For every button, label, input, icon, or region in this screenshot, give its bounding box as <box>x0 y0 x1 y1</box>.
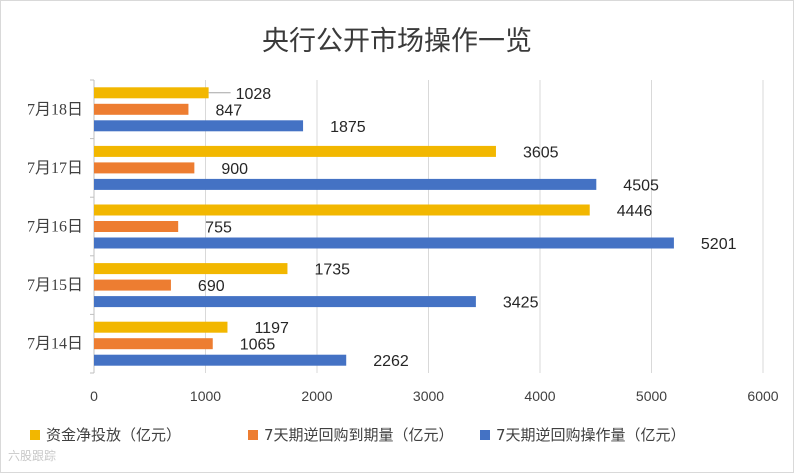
bar-2 <box>94 279 171 291</box>
bar-2 <box>94 162 195 174</box>
x-tick-label: 5000 <box>636 388 667 404</box>
x-tick-label: 4000 <box>524 388 555 404</box>
y-category-label: 7月17日 <box>27 160 83 177</box>
chart-title: 央行公开市场操作一览 <box>262 26 532 57</box>
bar-2 <box>94 103 189 115</box>
y-category-label: 7月15日 <box>27 277 83 294</box>
legend-label-1: 资金净投放（亿元） <box>46 426 181 444</box>
y-category-label: 7月14日 <box>27 336 83 353</box>
bar-1 <box>94 321 228 333</box>
data-label: 3605 <box>523 144 559 161</box>
bar-1 <box>94 87 209 99</box>
bar-1 <box>94 145 496 157</box>
y-category-label: 7月18日 <box>27 101 83 118</box>
data-label: 4446 <box>617 203 653 220</box>
legend-label-3: 7天期逆回购操作量（亿元） <box>496 426 686 444</box>
x-tick-label: 2000 <box>301 388 332 404</box>
data-label: 3425 <box>503 295 539 312</box>
bar-1 <box>94 263 288 275</box>
legend-label-2: 7天期逆回购到期量（亿元） <box>264 426 454 444</box>
x-tick-label: 6000 <box>747 388 778 404</box>
data-label: 1735 <box>314 262 350 279</box>
bar-3 <box>94 296 476 308</box>
data-label: 2262 <box>373 353 409 370</box>
bar-2 <box>94 338 213 350</box>
bar-3 <box>94 178 597 190</box>
bar-3 <box>94 237 674 249</box>
x-tick-label: 3000 <box>413 388 444 404</box>
data-label: 1028 <box>236 86 272 103</box>
legend-swatch-3 <box>480 430 490 440</box>
bar-2 <box>94 221 179 232</box>
bar-3 <box>94 120 304 132</box>
legend-swatch-1 <box>30 430 40 440</box>
data-label: 755 <box>205 220 232 237</box>
x-tick-label: 1000 <box>190 388 221 404</box>
bar-3 <box>94 354 347 366</box>
data-label: 5201 <box>701 236 737 253</box>
x-tick-label: 0 <box>90 388 98 404</box>
data-label: 1065 <box>240 337 276 354</box>
legend-swatch-2 <box>248 430 258 440</box>
watermark-text: 六股跟踪 <box>8 449 57 463</box>
data-label: 900 <box>221 161 248 178</box>
y-category-label: 7月16日 <box>27 219 83 236</box>
bar-1 <box>94 204 590 216</box>
data-label: 4505 <box>623 177 659 194</box>
data-label: 847 <box>215 102 242 119</box>
data-label: 690 <box>198 278 225 295</box>
data-label: 1197 <box>254 320 289 337</box>
data-label: 1875 <box>330 119 366 136</box>
